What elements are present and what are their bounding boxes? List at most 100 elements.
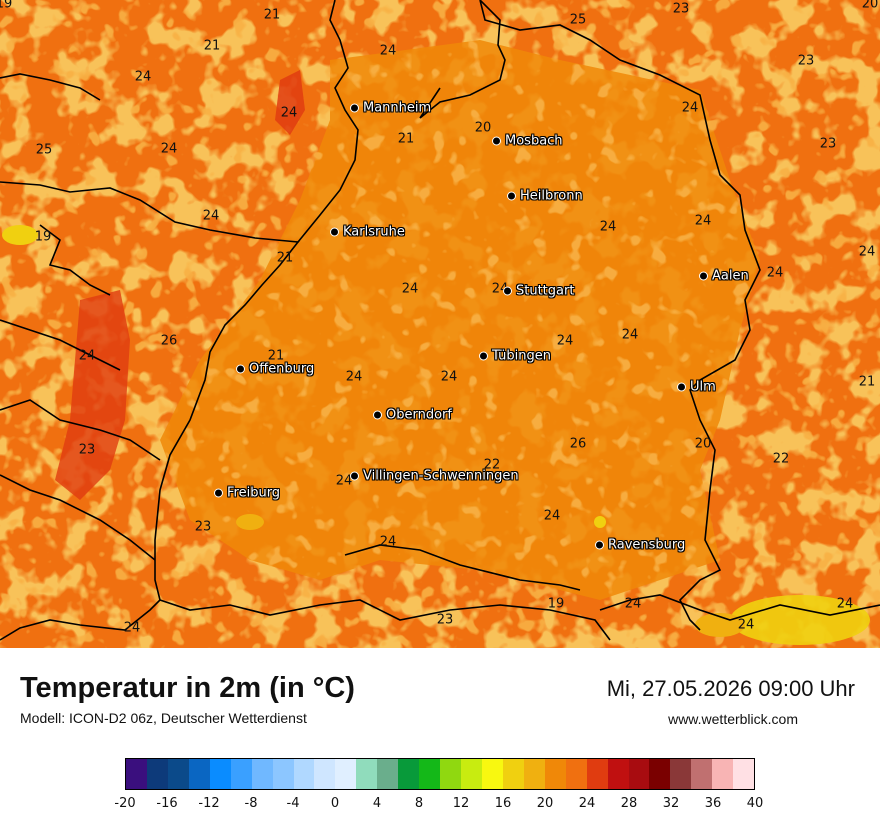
legend-swatch bbox=[335, 759, 357, 789]
cool-patch-east bbox=[594, 516, 606, 528]
city-marker[interactable]: Offenburg bbox=[236, 362, 314, 377]
legend-swatch bbox=[565, 759, 587, 789]
temperature-value: 21 bbox=[858, 374, 876, 390]
city-dot-icon bbox=[330, 227, 339, 237]
temperature-value: 23 bbox=[436, 612, 454, 628]
temperature-value: 24 bbox=[202, 208, 220, 224]
city-marker[interactable]: Mosbach bbox=[492, 134, 563, 149]
temperature-value: 24 bbox=[737, 617, 755, 633]
legend-tick-label: -16 bbox=[156, 796, 178, 811]
temperature-value: 22 bbox=[483, 457, 501, 473]
temperature-value: 23 bbox=[194, 519, 212, 535]
website-link[interactable]: www.wetterblick.com bbox=[668, 711, 798, 727]
temperature-value: 24 bbox=[694, 213, 712, 229]
city-marker[interactable]: Mannheim bbox=[350, 101, 431, 116]
legend-swatch bbox=[251, 759, 273, 789]
temperature-value: 24 bbox=[345, 369, 363, 385]
temperature-value: 25 bbox=[35, 142, 53, 158]
temperature-value: 24 bbox=[621, 327, 639, 343]
city-dot-icon bbox=[350, 471, 359, 481]
legend-swatch bbox=[126, 759, 147, 789]
city-label: Heilbronn bbox=[520, 188, 583, 204]
city-marker[interactable]: Oberndorf bbox=[373, 408, 452, 423]
legend-swatch bbox=[544, 759, 566, 789]
temperature-map: 19 21 25 23 20 21 24 24 23 24 24 25 24 21 20 23 24 24 24 19… bbox=[0, 0, 880, 648]
temp-field-texture-2 bbox=[0, 0, 880, 648]
legend-tick-label: 36 bbox=[704, 796, 722, 811]
legend-swatch bbox=[209, 759, 231, 789]
legend-swatch bbox=[523, 759, 545, 789]
legend-swatch bbox=[440, 759, 461, 789]
color-legend bbox=[125, 758, 755, 790]
legend-swatch bbox=[230, 759, 252, 789]
legend-swatch bbox=[188, 759, 210, 789]
legend-tick-label: -12 bbox=[198, 796, 220, 811]
city-marker[interactable]: Tübingen bbox=[479, 349, 551, 364]
legend-swatch bbox=[502, 759, 524, 789]
city-dot-icon bbox=[677, 382, 686, 392]
legend-swatch bbox=[607, 759, 629, 789]
city-label: Oberndorf bbox=[386, 407, 452, 423]
city-dot-icon bbox=[699, 271, 708, 281]
temperature-value: 20 bbox=[474, 120, 492, 136]
city-label: Stuttgart bbox=[516, 283, 575, 299]
city-marker[interactable]: Aalen bbox=[699, 269, 749, 284]
legend-tick-label: -20 bbox=[114, 796, 136, 811]
temperature-value: 19 bbox=[0, 0, 13, 12]
city-dot-icon bbox=[507, 191, 516, 201]
legend-swatch bbox=[356, 759, 378, 789]
legend-swatch bbox=[649, 759, 671, 789]
temperature-value: 24 bbox=[134, 69, 152, 85]
temperature-value: 24 bbox=[556, 333, 574, 349]
legend-swatch bbox=[670, 759, 692, 789]
temperature-value: 23 bbox=[78, 442, 96, 458]
city-marker[interactable]: Ravensburg bbox=[595, 538, 685, 553]
city-label: Ravensburg bbox=[608, 537, 686, 553]
temperature-value: 21 bbox=[203, 38, 221, 54]
legend-tick-label: 20 bbox=[536, 796, 554, 811]
city-marker[interactable]: Karlsruhe bbox=[330, 225, 405, 240]
legend-swatch bbox=[733, 759, 755, 789]
temperature-value: 24 bbox=[280, 105, 298, 121]
temperature-value: 24 bbox=[543, 508, 561, 524]
warm-zone-rhine bbox=[55, 290, 130, 500]
temperature-value: 21 bbox=[263, 7, 281, 23]
legend-swatch bbox=[691, 759, 713, 789]
city-dot-icon bbox=[350, 103, 359, 113]
city-dot-icon bbox=[595, 540, 604, 550]
temperature-value: 21 bbox=[276, 250, 294, 266]
border-lines bbox=[0, 0, 880, 641]
temperature-value: 23 bbox=[672, 1, 690, 17]
temperature-value: 19 bbox=[34, 229, 52, 245]
temperature-value: 24 bbox=[379, 534, 397, 550]
city-marker[interactable]: Freiburg bbox=[214, 486, 280, 501]
city-dot-icon bbox=[214, 488, 223, 498]
temperature-value: 21 bbox=[267, 348, 285, 364]
legend-swatch bbox=[712, 759, 734, 789]
city-label: Karlsruhe bbox=[343, 224, 405, 240]
legend-tick-label: 8 bbox=[414, 796, 424, 811]
warm-zone-north bbox=[275, 70, 305, 135]
city-dot-icon bbox=[236, 364, 245, 374]
city-dot-icon bbox=[503, 286, 512, 296]
legend-tick-label: 4 bbox=[372, 796, 382, 811]
legend-tick-label: 40 bbox=[746, 796, 764, 811]
temperature-value: 19 bbox=[547, 596, 565, 612]
legend-tick-label: 16 bbox=[494, 796, 512, 811]
city-dot-icon bbox=[479, 351, 488, 361]
city-marker[interactable]: Heilbronn bbox=[507, 189, 583, 204]
legend-tick-label: 32 bbox=[662, 796, 680, 811]
model-info: Modell: ICON-D2 06z, Deutscher Wetterdie… bbox=[20, 710, 307, 726]
city-dot-icon bbox=[373, 410, 382, 420]
city-marker[interactable]: Stuttgart bbox=[503, 284, 574, 299]
temperature-value: 24 bbox=[599, 219, 617, 235]
legend-tick-label: -8 bbox=[244, 796, 258, 811]
city-marker[interactable]: Villingen-Schwenningen bbox=[350, 469, 519, 484]
city-label: Mosbach bbox=[505, 133, 563, 149]
city-marker[interactable]: Ulm bbox=[677, 380, 716, 395]
temperature-value: 26 bbox=[569, 436, 587, 452]
temperature-value: 26 bbox=[160, 333, 178, 349]
legend-swatch bbox=[461, 759, 482, 789]
temperature-value: 24 bbox=[440, 369, 458, 385]
temperature-value: 23 bbox=[797, 53, 815, 69]
